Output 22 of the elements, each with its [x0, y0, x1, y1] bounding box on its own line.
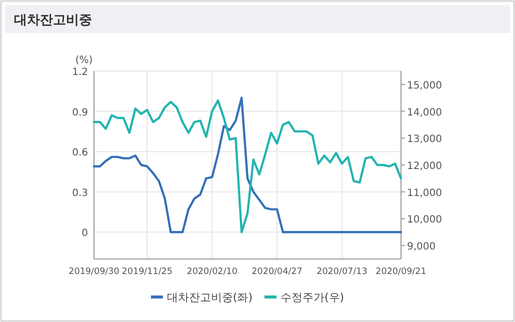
- x-tick-label: 2020/04/27: [252, 267, 302, 277]
- x-tick-label: 2020/02/10: [186, 267, 238, 277]
- legend-label: 대차잔고비중(좌): [166, 291, 252, 304]
- x-tick-label: 2020/07/13: [316, 267, 368, 277]
- legend-label: 수정주가(우): [280, 291, 344, 304]
- y2-tick-label: 10,000: [407, 214, 442, 226]
- x-tick-label: 2019/11/25: [122, 267, 172, 277]
- y-tick-label: 0.6: [72, 148, 88, 159]
- y2-tick-label: 14,000: [407, 107, 442, 118]
- y-tick-label: 0.3: [72, 188, 88, 199]
- y2-tick-label: 12,000: [407, 161, 442, 172]
- chart-title: 대차잔고비중: [14, 13, 92, 28]
- y-tick-label: 0: [82, 228, 88, 240]
- y-axis-title: (%): [75, 55, 93, 66]
- y-tick-label: 0.9: [72, 107, 88, 118]
- y2-tick-label: 11,000: [407, 188, 442, 199]
- y2-tick-label: 9,000: [407, 242, 436, 253]
- x-tick-label: 2019/09/30: [68, 267, 120, 277]
- y-tick-label: 1.2: [72, 67, 88, 78]
- x-tick-label: 2020/09/21: [376, 267, 426, 277]
- y2-tick-label: 15,000: [407, 80, 442, 92]
- y2-tick-label: 13,000: [407, 134, 442, 146]
